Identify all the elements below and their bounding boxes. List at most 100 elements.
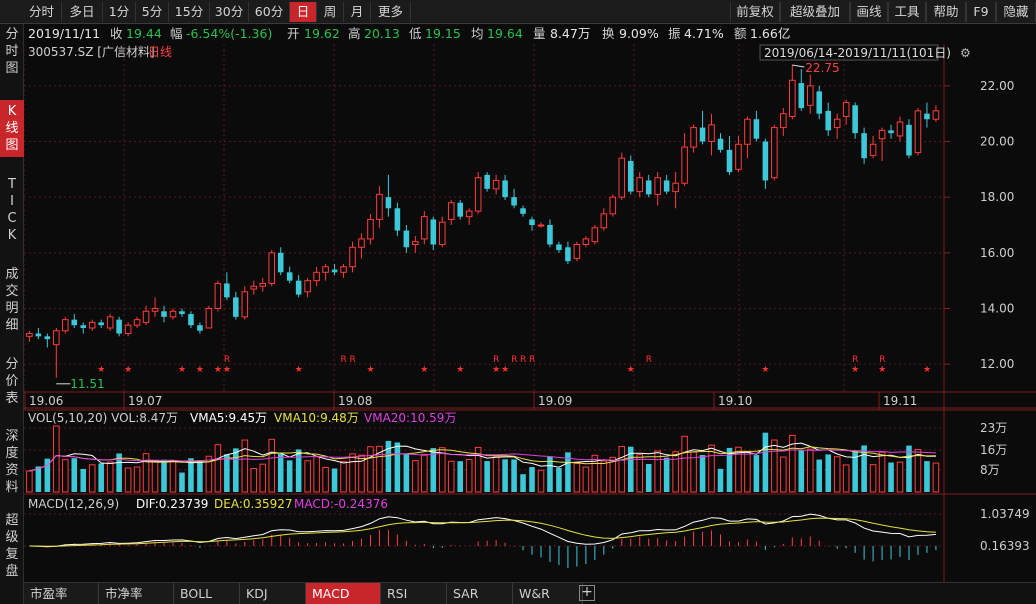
vol-bar-13 (142, 453, 150, 493)
vol-bar-64 (600, 460, 608, 493)
vol-bar-19 (197, 460, 203, 492)
period-tab-4[interactable]: 15分 (169, 2, 210, 22)
vol-bar-5 (71, 458, 78, 492)
vol-bar-45 (430, 448, 437, 492)
candle-body-6 (80, 325, 87, 328)
sidebar-item-3[interactable]: 成交明细 (5, 267, 19, 333)
vol-bar-39 (376, 445, 383, 493)
dea-label: DEA:0.35927 (214, 497, 293, 511)
settings-gear-icon: ⚙ (960, 46, 971, 60)
candle-body-75 (699, 127, 706, 142)
candle-body-41 (394, 208, 401, 231)
indicator-tab-3[interactable]: KDJ (240, 583, 306, 604)
candle-body-14 (151, 308, 159, 312)
tool-button-0[interactable]: 前复权 (730, 2, 780, 22)
period-tab-6[interactable]: 60分 (249, 2, 290, 22)
vol-bar-59 (556, 467, 562, 492)
candle-body-21 (214, 282, 222, 309)
vol-bar-89 (825, 454, 831, 492)
period-tab-3[interactable]: 5分 (136, 2, 169, 22)
candle-body-87 (806, 85, 814, 106)
range-box (759, 44, 939, 61)
change-label: 幅 (170, 26, 183, 41)
vma20-line (29, 449, 936, 472)
period-tab-8[interactable]: 周 (317, 2, 344, 22)
vol-bar-3 (53, 425, 60, 493)
period-tab-9[interactable]: 月 (344, 2, 371, 22)
period-tab-10[interactable]: 更多 (371, 2, 411, 22)
max-price-label: 22.75 (805, 61, 839, 75)
vol-bar-42 (403, 454, 410, 492)
vol-bar-72 (672, 451, 679, 493)
vol-bar-33 (322, 466, 329, 493)
vol-bar-32 (313, 456, 320, 493)
sidebar-item-4[interactable]: 分价表 (5, 357, 19, 406)
candle-body-78 (726, 149, 733, 173)
candle-body-5 (71, 319, 78, 326)
candle-body-74 (690, 127, 697, 148)
tool-button-3[interactable]: 工具 (888, 2, 926, 22)
indicator-tab-1[interactable]: 市净率 (99, 583, 174, 604)
candle-body-50 (474, 177, 482, 212)
candle-body-12 (133, 319, 141, 326)
candle-body-19 (197, 325, 203, 331)
indicator-tab-6[interactable]: SAR (447, 583, 513, 604)
vol-bar-95 (878, 451, 886, 493)
candle-body-86 (798, 83, 805, 109)
vol-tick-label-1: 16万 (980, 443, 1007, 457)
indicator-tab-5[interactable]: RSI (381, 583, 447, 604)
macd-tick-label-0: 1.03749 (980, 507, 1030, 521)
dif-label: DIF:0.23739 (136, 497, 208, 511)
candle-body-32 (313, 271, 320, 282)
tool-button-6[interactable]: 隐藏 (996, 2, 1036, 22)
sidebar-item-6[interactable]: 超级复盘 (5, 513, 19, 579)
indicator-tab-0[interactable]: 市盈率 (24, 583, 99, 604)
dea-line (29, 517, 936, 547)
kline-chart-area[interactable]: 22.00 20.00 18.00 16.00 14.00 12.00 19.06 19.07… (24, 44, 1036, 582)
turnover-label: 换 (602, 26, 615, 41)
period-tab-0[interactable]: 分时 (22, 2, 62, 22)
vol-bar-6 (80, 468, 87, 492)
period-tab-1[interactable]: 多日 (62, 2, 103, 22)
candle-body-25 (250, 285, 258, 290)
period-tab-7[interactable]: 日 (290, 2, 317, 22)
tool-button-4[interactable]: 帮助 (926, 2, 966, 22)
candle-body-45 (430, 219, 437, 245)
vol-bar-92 (852, 451, 858, 492)
vol-bar-73 (681, 435, 688, 493)
sidebar-item-5[interactable]: 深度资料 (5, 429, 19, 495)
candle-body-90 (833, 118, 841, 129)
signal-r-7: R (646, 355, 652, 365)
candle-body-57 (537, 224, 545, 227)
candle-body-22 (224, 283, 230, 298)
vol-bar-65 (609, 456, 617, 493)
candle-body-63 (591, 227, 599, 243)
candle-body-28 (277, 252, 284, 273)
period-tab-2[interactable]: 1分 (103, 2, 136, 22)
sidebar-item-0[interactable]: 分时图 (5, 27, 19, 76)
vol-bar-101 (932, 462, 940, 493)
indicator-tab-7[interactable]: W&R (513, 583, 583, 604)
vma5-label: VMA5:9.45万 (190, 411, 267, 425)
indicator-tab-4[interactable]: MACD (306, 583, 381, 604)
x-tick-label-4: 19.10 (718, 394, 752, 408)
candle-body-42 (403, 230, 410, 248)
period-tab-5[interactable]: 30分 (210, 2, 249, 22)
high-label: 高 (348, 26, 361, 41)
vol-bar-18 (188, 458, 194, 492)
indicator-tab-2[interactable]: BOLL (174, 583, 240, 604)
vol-bar-51 (484, 461, 490, 492)
quote-bar: 2019/11/11 收 19.44 幅 -6.54%(-1.36) 开 19.… (24, 24, 1036, 44)
y-tick-label-3: 16.00 (980, 246, 1014, 260)
tool-button-2[interactable]: 画线 (850, 2, 888, 22)
candle-body-72 (672, 182, 679, 193)
candle-body-47 (447, 202, 455, 220)
add-tab-button[interactable]: + (579, 585, 595, 601)
candle-body-2 (44, 336, 51, 340)
tool-button-1[interactable]: 超级叠加 (780, 2, 850, 22)
tool-button-5[interactable]: F9 (966, 2, 996, 22)
x-tick-label-0: 19.06 (29, 394, 63, 408)
